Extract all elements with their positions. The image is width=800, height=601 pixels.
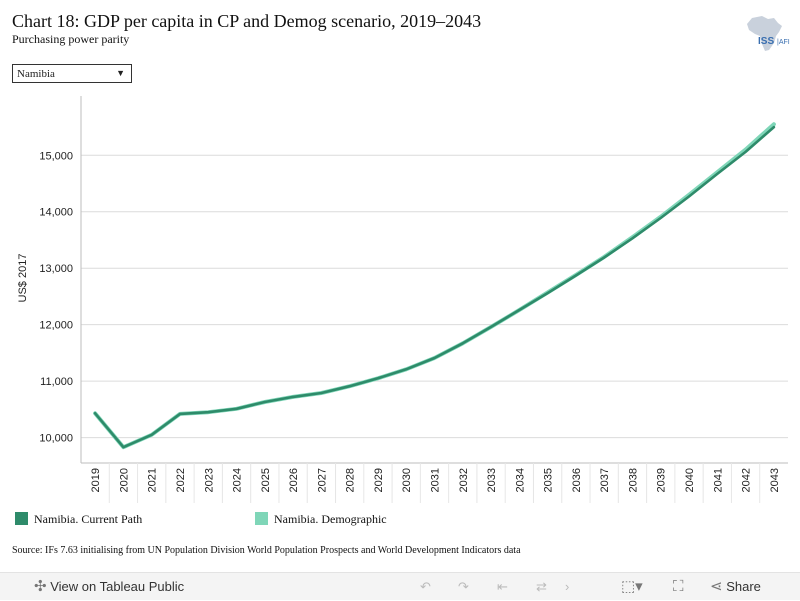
tableau-toolbar: ✣ View on Tableau Public ↶ ↷ ⇤ ⇄ › ⬚▾ ⛶ … <box>0 572 800 600</box>
pause-icon: › <box>565 579 569 594</box>
x-tick-label: 2029 <box>373 468 385 492</box>
x-tick-label: 2027 <box>316 468 328 492</box>
x-tick-label: 2030 <box>401 468 413 492</box>
series-line-demographic <box>95 124 774 447</box>
legend-item-demographic[interactable]: Namibia. Demographic <box>255 512 387 527</box>
x-tick-label: 2028 <box>345 468 357 492</box>
x-tick-label: 2040 <box>684 468 696 492</box>
undo-icon: ↶ <box>420 579 431 594</box>
y-tick-labels: 10,000 11,000 12,000 13,000 14,000 15,000 <box>39 150 73 444</box>
tableau-icon: ✣ <box>34 578 47 595</box>
source-note: Source: IFs 7.63 initialising from UN Po… <box>12 545 521 556</box>
legend-swatch-demographic <box>255 512 268 525</box>
chart-title: Chart 18: GDP per capita in CP and Demog… <box>12 11 481 32</box>
refresh-button[interactable]: ⇄ <box>536 573 547 601</box>
y-axis-label: US$ 2017 <box>17 254 29 303</box>
download-icon: ⬚▾ <box>621 578 643 595</box>
legend-label-current-path: Namibia. Current Path <box>34 512 142 526</box>
x-tick-label: 2042 <box>741 468 753 492</box>
x-tick-label: 2037 <box>599 468 611 492</box>
fullscreen-button[interactable]: ⛶ <box>673 573 684 601</box>
country-dropdown-value: Namibia <box>17 68 55 80</box>
pause-button[interactable]: › <box>565 573 569 601</box>
x-tick-label: 2019 <box>90 468 102 492</box>
legend-item-current-path[interactable]: Namibia. Current Path <box>15 512 142 527</box>
y-tick-label: 10,000 <box>39 433 73 445</box>
fullscreen-icon: ⛶ <box>673 578 684 595</box>
view-on-tableau-label: View on Tableau Public <box>50 579 184 594</box>
x-tick-label: 2021 <box>147 468 159 492</box>
legend-swatch-current-path <box>15 512 28 525</box>
refresh-icon: ⇄ <box>536 579 547 594</box>
revert-button[interactable]: ⇤ <box>497 573 508 601</box>
iss-africa-logo: ISS |AFI <box>738 14 790 54</box>
x-tick-label: 2033 <box>486 468 498 492</box>
chart-subtitle: Purchasing power parity <box>12 32 129 47</box>
y-tick-label: 14,000 <box>39 207 73 219</box>
x-tick-label: 2025 <box>260 468 272 492</box>
series-lines <box>95 124 774 447</box>
series-line-current-path <box>95 127 774 447</box>
x-tick-label: 2039 <box>656 468 668 492</box>
redo-icon: ↷ <box>458 579 469 594</box>
redo-button[interactable]: ↷ <box>458 573 469 601</box>
share-label: Share <box>726 579 761 594</box>
axes <box>81 96 788 503</box>
x-tick-label: 2020 <box>118 468 130 492</box>
x-tick-label: 2031 <box>430 468 442 492</box>
svg-text:ISS: ISS <box>758 36 774 47</box>
x-tick-label: 2043 <box>769 468 781 492</box>
y-tick-label: 15,000 <box>39 150 73 162</box>
y-tick-label: 11,000 <box>40 376 73 388</box>
x-tick-label: 2023 <box>203 468 215 492</box>
x-tick-label: 2024 <box>232 468 244 492</box>
country-dropdown[interactable]: Namibia ▼ <box>12 64 132 83</box>
y-tick-label: 13,000 <box>39 263 73 275</box>
view-on-tableau-button[interactable]: ✣ View on Tableau Public <box>34 573 184 601</box>
grid-lines <box>81 155 788 437</box>
x-tick-label: 2034 <box>514 468 526 492</box>
svg-text:|AFI: |AFI <box>777 39 790 46</box>
share-icon: ⋖ <box>710 578 723 595</box>
x-tick-label: 2038 <box>627 468 639 492</box>
chevron-down-icon: ▼ <box>116 68 125 78</box>
x-tick-label: 2041 <box>712 468 724 492</box>
legend-label-demographic: Namibia. Demographic <box>274 512 387 526</box>
revert-icon: ⇤ <box>497 579 508 594</box>
line-chart: 10,000 11,000 12,000 13,000 14,000 15,000 201… <box>0 88 800 503</box>
x-tick-label: 2032 <box>458 468 470 492</box>
x-tick-label: 2026 <box>288 468 300 492</box>
download-button[interactable]: ⬚▾ <box>621 573 643 601</box>
x-tick-label: 2035 <box>543 468 555 492</box>
undo-button[interactable]: ↶ <box>420 573 431 601</box>
x-tick-label: 2036 <box>571 468 583 492</box>
y-tick-label: 12,000 <box>39 320 73 332</box>
share-button[interactable]: ⋖ Share <box>710 573 761 601</box>
x-tick-label: 2022 <box>175 468 187 492</box>
